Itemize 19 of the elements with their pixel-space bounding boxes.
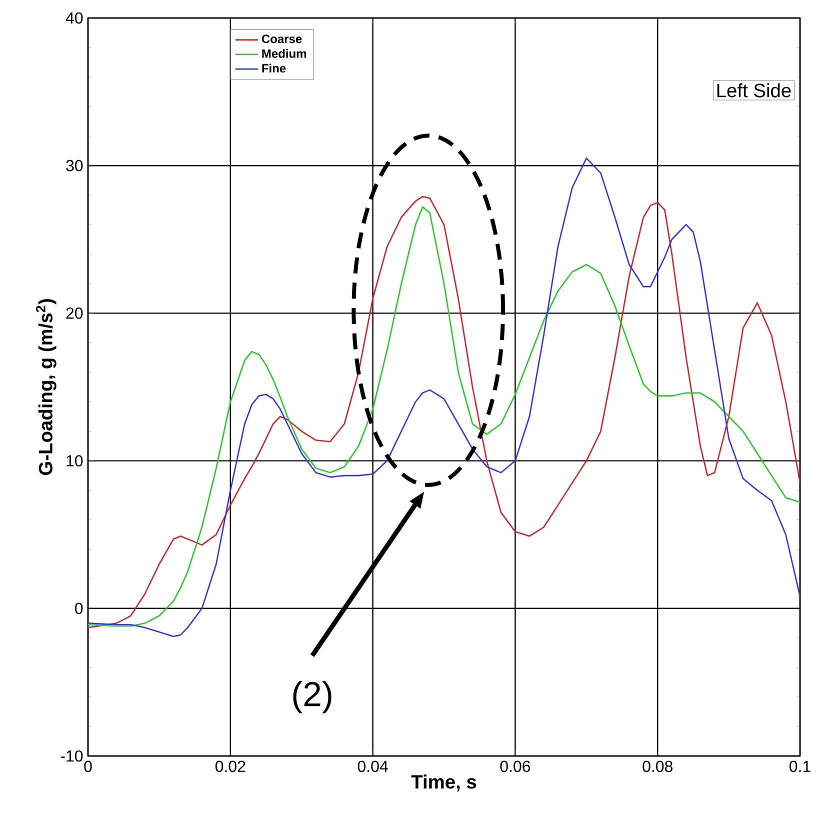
- x-tick-label: 0.02: [215, 760, 246, 772]
- legend-label: Fine: [262, 64, 286, 73]
- annotation: (2): [293, 681, 332, 714]
- y-tick-label: 20: [66, 308, 83, 319]
- annotation: Left Side: [717, 83, 791, 98]
- x-tick-label: 0.1: [790, 760, 810, 772]
- y-tick-label: 0: [75, 602, 83, 614]
- x-axis-title: Time, s: [411, 774, 476, 792]
- x-tick-label: 0: [84, 760, 92, 772]
- x-tick-label: 0.04: [358, 760, 388, 772]
- x-tick-label: 0.06: [500, 760, 530, 772]
- x-tick-label: 0.08: [642, 760, 672, 772]
- y-tick-label: 10: [66, 455, 83, 466]
- legend-label: Coarse: [262, 34, 302, 44]
- y-axis-title: G-Loading, g (m/s$^{2}$): [36, 299, 56, 476]
- y-tick-label: 30: [66, 160, 83, 172]
- y-tick-label: -10: [60, 750, 83, 762]
- y-tick-label: 40: [66, 12, 83, 24]
- legend-label: Medium: [262, 49, 306, 58]
